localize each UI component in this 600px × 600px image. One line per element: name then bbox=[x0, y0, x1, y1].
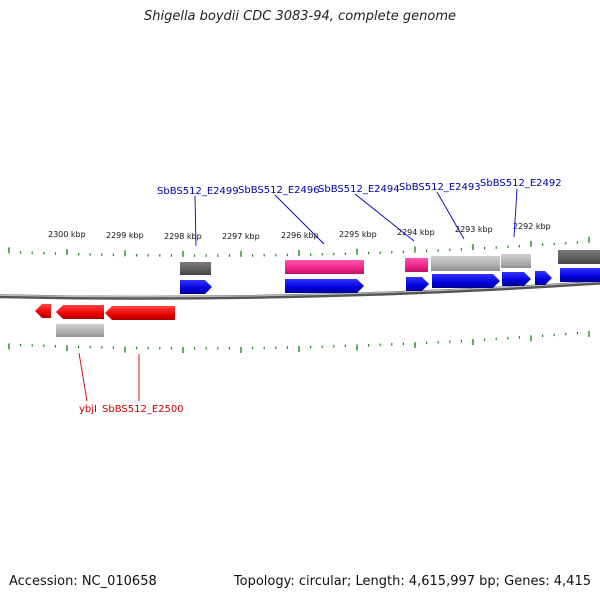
tick-label-2292: 2292 kbp bbox=[513, 222, 551, 231]
reverse-labels: ybjI SbBS512_E2500 bbox=[79, 404, 184, 415]
rna-feature bbox=[405, 258, 428, 272]
forward-cds-arrow bbox=[406, 277, 429, 291]
tick-label-2296: 2296 kbp bbox=[281, 231, 319, 240]
reverse-cds-arrow bbox=[105, 306, 175, 320]
tick-label-2293: 2293 kbp bbox=[455, 225, 493, 234]
map-title: Shigella boydii CDC 3083-94, complete ge… bbox=[143, 9, 457, 24]
forward-cds-arrow bbox=[285, 279, 364, 293]
gene-label-SbBS512_E2494: SbBS512_E2494 bbox=[318, 184, 400, 195]
tick-label-2299: 2299 kbp bbox=[106, 231, 144, 240]
gene-block-dark bbox=[558, 250, 600, 264]
tick-scale-upper bbox=[8, 236, 590, 257]
gene-label-ybjI: ybjI bbox=[79, 404, 97, 415]
gene-label-SbBS512_E2493: SbBS512_E2493 bbox=[399, 182, 481, 193]
forward-label-leaders bbox=[194, 188, 518, 247]
tick-label-2300: 2300 kbp bbox=[48, 230, 86, 239]
tick-label-2294: 2294 kbp bbox=[397, 228, 435, 237]
rna-feature bbox=[285, 260, 364, 274]
forward-cds-arrow bbox=[560, 268, 600, 282]
leader-line bbox=[78, 352, 88, 402]
reverse-cds-arrow bbox=[56, 305, 104, 319]
gene-block-dark bbox=[180, 262, 211, 275]
tick-label-2298: 2298 kbp bbox=[164, 232, 202, 241]
forward-cds-arrow bbox=[180, 280, 212, 294]
forward-cds-arrow bbox=[432, 274, 500, 288]
leader-line bbox=[354, 193, 415, 242]
gene-block-light bbox=[56, 324, 104, 337]
forward-labels: SbBS512_E2499 SbBS512_E2496 SbBS512_E249… bbox=[157, 178, 562, 197]
gene-label-SbBS512_E2492: SbBS512_E2492 bbox=[480, 178, 562, 189]
gene-label-SbBS512_E2499: SbBS512_E2499 bbox=[157, 186, 239, 197]
reverse-label-leaders bbox=[78, 352, 140, 402]
tick-label-2297: 2297 kbp bbox=[222, 232, 260, 241]
gene-label-SbBS512_E2496: SbBS512_E2496 bbox=[238, 185, 320, 196]
tick-label-2295: 2295 kbp bbox=[339, 230, 377, 239]
forward-cds-arrow bbox=[502, 272, 531, 286]
leader-line bbox=[274, 194, 325, 245]
genome-backbone bbox=[0, 280, 600, 300]
gene-block-light bbox=[501, 254, 531, 268]
leader-line bbox=[513, 188, 518, 238]
accession-text: Accession: NC_010658 bbox=[9, 574, 157, 589]
leader-line bbox=[194, 195, 197, 247]
gene-label-SbBS512_E2500: SbBS512_E2500 bbox=[102, 404, 184, 415]
tick-labels: 2300 kbp 2299 kbp 2298 kbp 2297 kbp 2296… bbox=[48, 222, 551, 241]
forward-cds-arrow bbox=[535, 271, 552, 285]
reverse-cds-arrow bbox=[35, 304, 51, 318]
leader-line bbox=[436, 191, 465, 240]
genome-summary-text: Topology: circular; Length: 4,615,997 bp… bbox=[233, 574, 591, 589]
genome-backbone-highlight bbox=[0, 281, 600, 298]
tick-scale-lower bbox=[8, 330, 590, 354]
gene-block-light bbox=[431, 256, 500, 271]
